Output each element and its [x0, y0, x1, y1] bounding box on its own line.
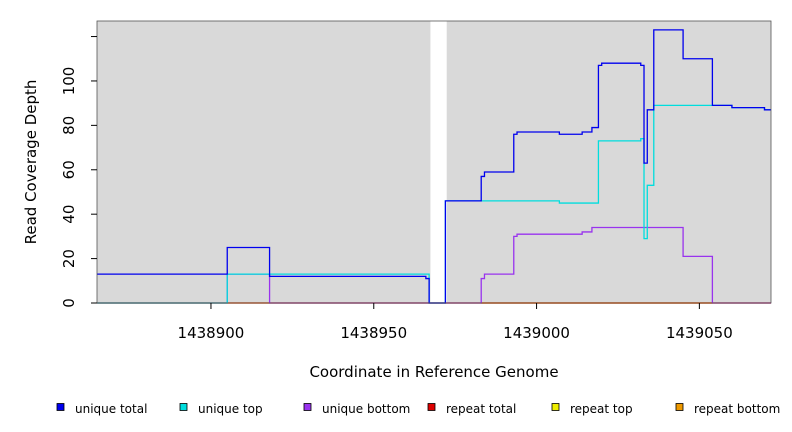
legend-label: repeat bottom: [694, 402, 780, 416]
legend: unique total unique top unique bottom repea…: [56, 402, 780, 416]
y-tick-label: 100: [60, 67, 78, 96]
y-tick-label: 20: [60, 249, 78, 268]
shaded-region-1: [97, 21, 431, 303]
y-axis-label: Read Coverage Depth: [22, 80, 40, 245]
legend-swatch: [303, 403, 312, 411]
plot-frame: [96, 20, 772, 304]
y-tick-label: 40: [60, 205, 78, 224]
y-tick-label: 80: [60, 116, 78, 135]
legend-label: unique bottom: [322, 402, 410, 416]
legend-label: unique top: [198, 402, 263, 416]
series-line-unique-total: [97, 29, 771, 304]
legend-swatch: [427, 403, 436, 411]
x-axis: 1438900 1438950 1439000 1439050: [178, 303, 733, 342]
legend-swatch: [551, 403, 560, 411]
x-tick-label: 1439050: [666, 324, 733, 342]
y-axis: 0 20 40 60 80 100: [60, 36, 97, 308]
x-tick-label: 1439000: [503, 324, 570, 342]
x-tick-label: 1438900: [178, 324, 245, 342]
legend-swatch: [179, 403, 188, 411]
y-tick-label: 60: [60, 160, 78, 179]
legend-swatch: [56, 403, 65, 411]
legend-label: unique total: [75, 402, 147, 416]
x-tick-label: 1438950: [340, 324, 407, 342]
plot-background: [97, 21, 771, 303]
series-line-unique-bottom: [97, 226, 771, 304]
legend-swatch: [675, 403, 684, 411]
legend-label: repeat total: [446, 402, 516, 416]
legend-label: repeat top: [570, 402, 633, 416]
shaded-region-2: [446, 21, 771, 303]
x-axis-label: Coordinate in Reference Genome: [309, 363, 558, 381]
y-tick-label: 0: [60, 298, 78, 308]
